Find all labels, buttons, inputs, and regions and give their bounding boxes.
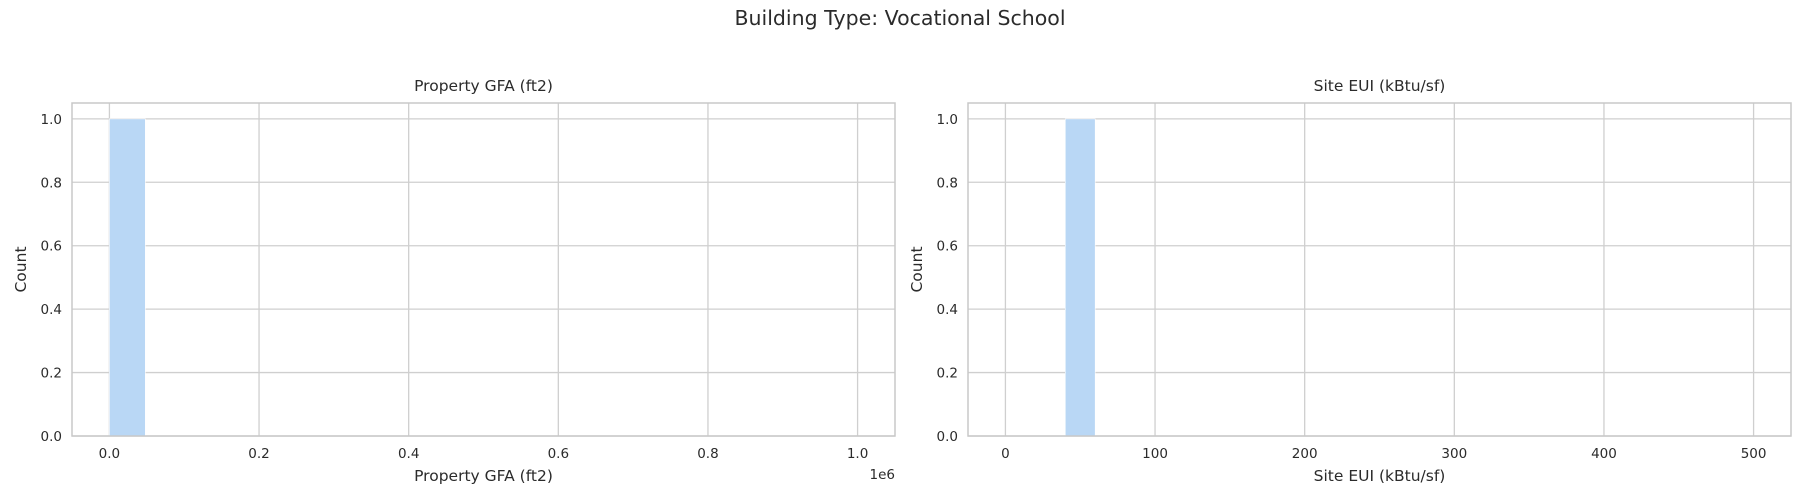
x-tick-label: 1.0 (847, 446, 868, 462)
plot-area (968, 103, 1791, 436)
x-tick-label: 0.0 (99, 446, 120, 462)
plot-area (72, 103, 895, 436)
histogram-bar (1064, 118, 1096, 437)
y-tick-label: 1.0 (937, 112, 958, 128)
x-tick-label: 400 (1591, 446, 1617, 462)
subplot-1: 0.0 0.2 0.4 0.6 0.8 1.0 0.0 0.2 0.4 0.6 0.8 1.0 Prop… (12, 77, 896, 485)
y-tick-label: 0.6 (937, 239, 958, 255)
y-axis-label: Count (908, 246, 926, 292)
axes-frame (71, 102, 896, 437)
y-tick-label: 0.4 (41, 302, 62, 318)
x-axis-label: Site EUI (kBtu/sf) (1314, 467, 1446, 485)
x-tick-label: 0.8 (697, 446, 718, 462)
x-tick-label: 0.4 (398, 446, 419, 462)
x-tick-label: 0.2 (248, 446, 269, 462)
y-tick-label: 0.8 (41, 175, 62, 191)
y-tick-label: 0.0 (41, 429, 62, 445)
x-tick-label: 100 (1142, 446, 1168, 462)
x-tick-label: 0.6 (548, 446, 569, 462)
x-tick-label: 300 (1441, 446, 1467, 462)
y-tick-label: 0.2 (41, 366, 62, 382)
x-axis-label: Property GFA (ft2) (414, 467, 553, 485)
axes-title: Site EUI (kBtu/sf) (1314, 77, 1446, 95)
y-axis-label: Count (12, 246, 30, 292)
axes-title: Property GFA (ft2) (414, 77, 553, 95)
y-tick-label: 0.4 (937, 302, 958, 318)
x-tick-label: 0 (1001, 446, 1010, 462)
x-tick-label: 200 (1292, 446, 1318, 462)
figure-suptitle: Building Type: Vocational School (734, 6, 1065, 30)
y-tick-label: 0.0 (937, 429, 958, 445)
y-tick-label: 0.2 (937, 366, 958, 382)
x-tick-label: 500 (1741, 446, 1767, 462)
histogram-bar (109, 118, 146, 437)
y-tick-label: 1.0 (41, 112, 62, 128)
subplot-2: 0 100 200 300 400 500 0.0 0.2 0.4 0.6 0.8 1.0 Site E… (908, 77, 1792, 485)
x-offset-text: 1e6 (870, 467, 895, 483)
axes-frame (967, 102, 1792, 437)
y-tick-label: 0.6 (41, 239, 62, 255)
y-tick-label: 0.8 (937, 175, 958, 191)
